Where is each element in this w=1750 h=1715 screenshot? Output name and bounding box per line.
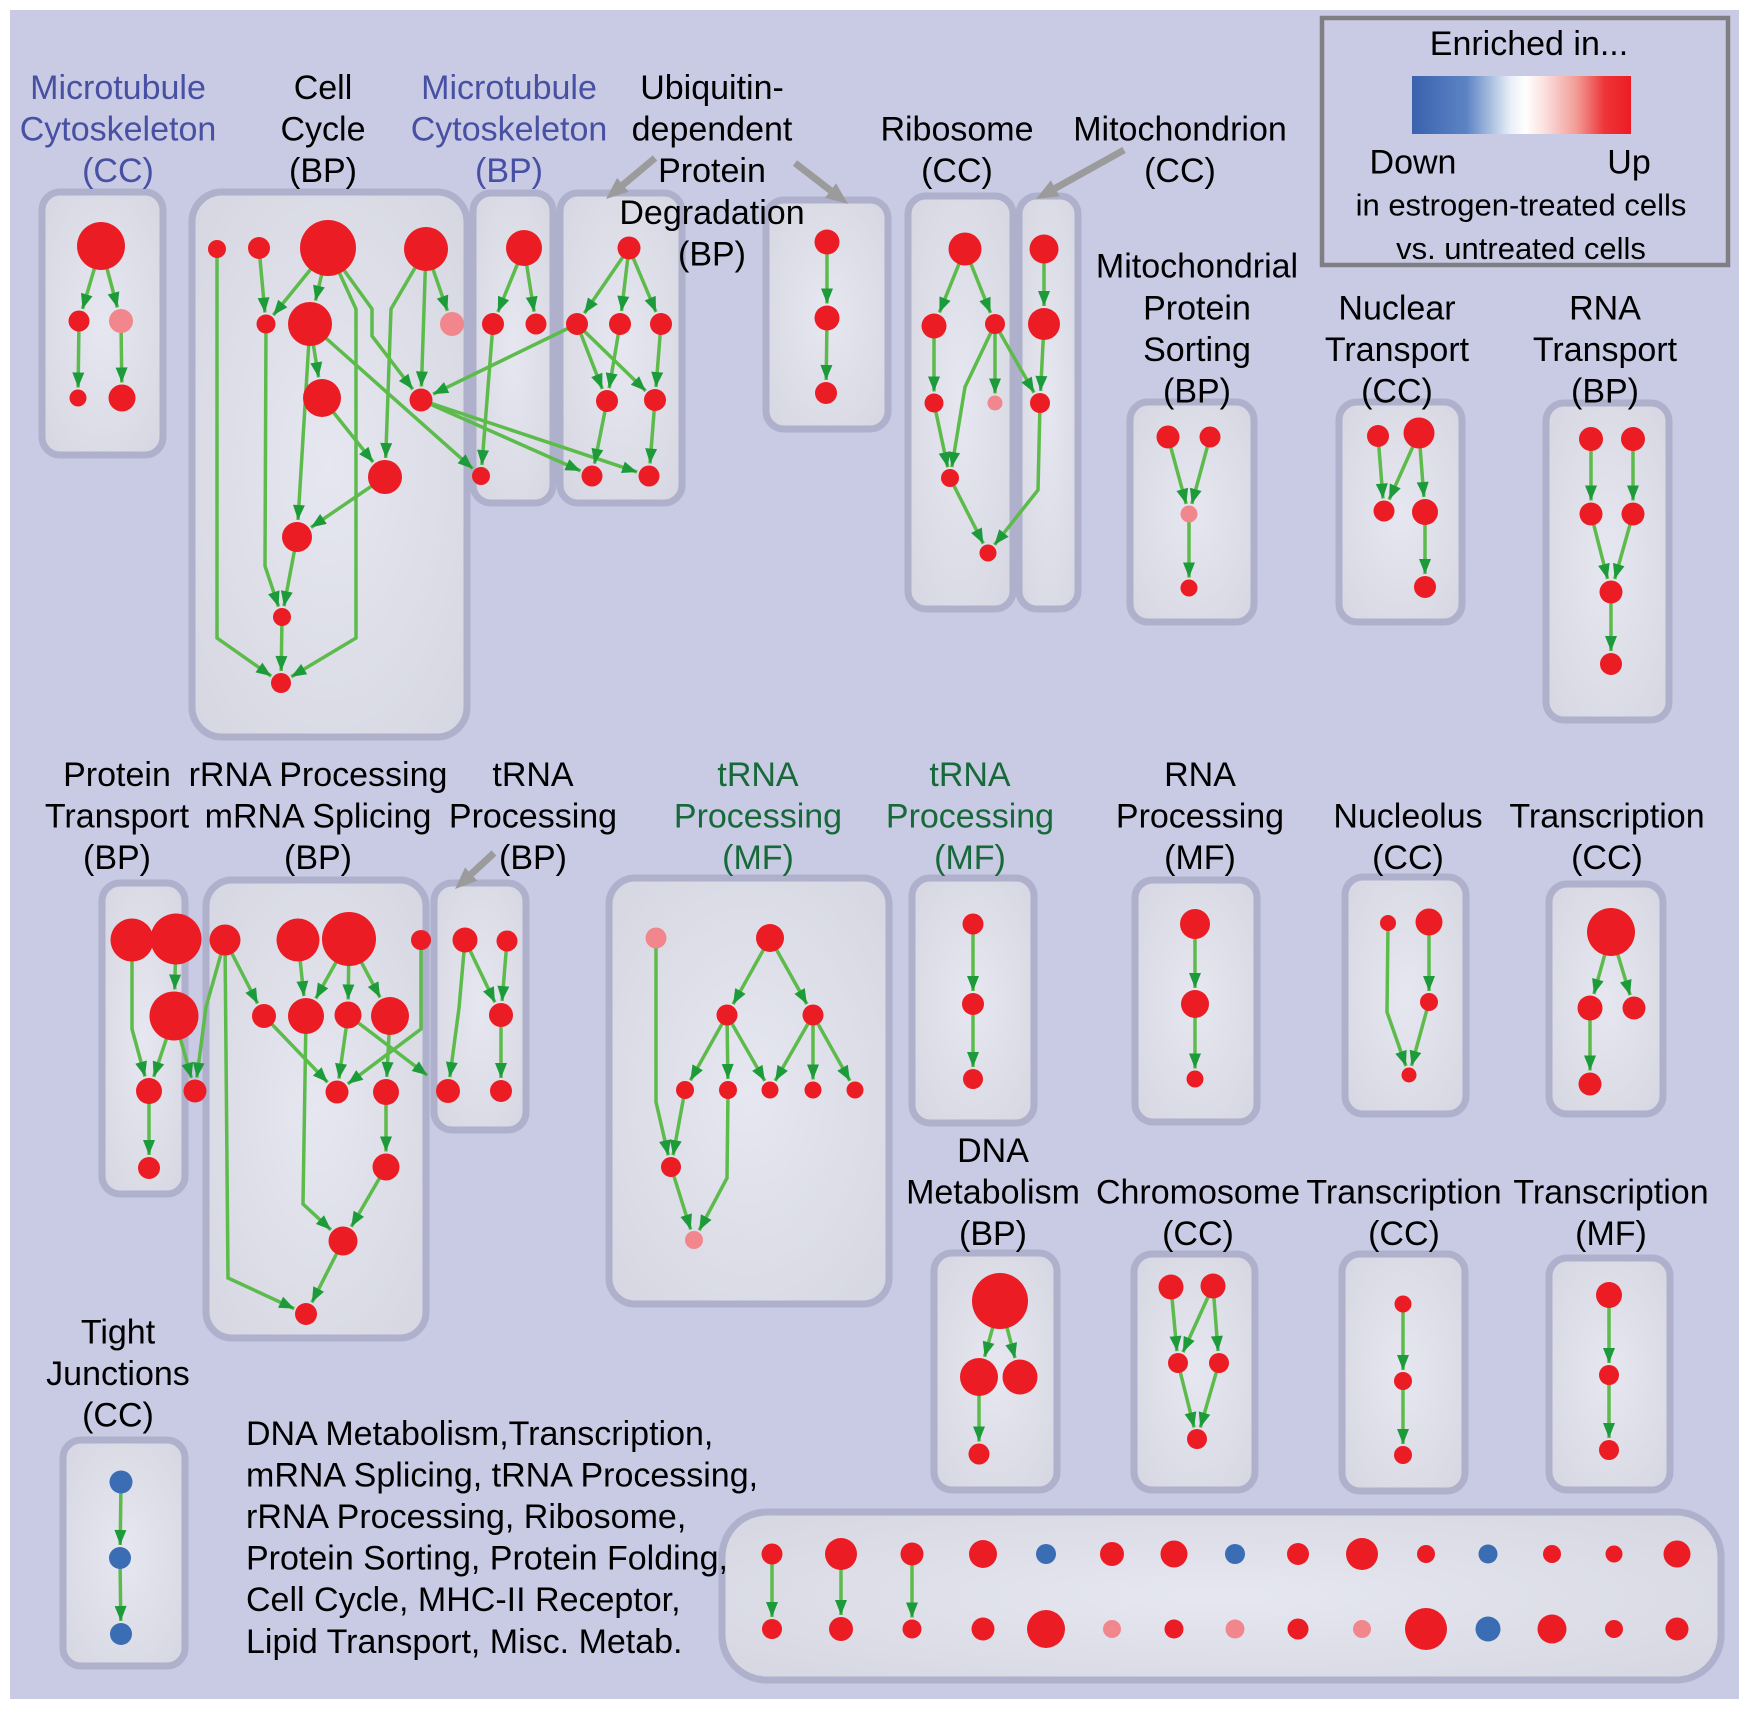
svg-text:(MF): (MF) [1575,1215,1647,1253]
svg-text:(CC): (CC) [1571,839,1643,877]
svg-text:tRNA: tRNA [492,756,574,794]
svg-text:Protein: Protein [658,152,766,190]
svg-text:(BP): (BP) [83,839,151,877]
svg-text:Microtubule: Microtubule [30,69,206,107]
svg-text:Processing: Processing [886,798,1054,836]
svg-text:Nucleolus: Nucleolus [1333,798,1482,836]
svg-text:(CC): (CC) [1372,839,1444,877]
svg-text:Cytoskeleton: Cytoskeleton [20,111,217,149]
svg-text:RNA: RNA [1569,289,1641,327]
svg-text:Protein: Protein [1143,289,1251,327]
svg-text:Transport: Transport [1533,331,1678,369]
svg-text:Chromosome: Chromosome [1096,1174,1300,1212]
svg-text:Ubiquitin-: Ubiquitin- [640,69,784,107]
svg-text:Nuclear: Nuclear [1338,289,1455,327]
svg-text:(CC): (CC) [82,152,154,190]
svg-text:(CC): (CC) [82,1397,154,1435]
svg-text:(MF): (MF) [722,839,794,877]
svg-text:Enriched in...: Enriched in... [1430,25,1628,63]
svg-text:Cell Cycle, MHC-II Receptor,: Cell Cycle, MHC-II Receptor, [246,1581,681,1619]
svg-text:Down: Down [1370,143,1457,181]
svg-text:Transcription: Transcription [1306,1174,1501,1212]
svg-text:Transcription: Transcription [1513,1174,1708,1212]
svg-text:Sorting: Sorting [1143,331,1251,369]
svg-text:Tight: Tight [81,1313,156,1351]
svg-text:Junctions: Junctions [46,1355,190,1393]
svg-text:(BP): (BP) [678,235,746,273]
svg-text:(MF): (MF) [1164,839,1236,877]
svg-text:Cytoskeleton: Cytoskeleton [411,111,608,149]
svg-text:Transport: Transport [1325,331,1470,369]
svg-text:DNA: DNA [957,1132,1029,1170]
svg-text:(BP): (BP) [289,152,357,190]
svg-text:Cycle: Cycle [280,111,365,149]
svg-text:Metabolism: Metabolism [906,1174,1080,1212]
svg-text:Protein: Protein [63,756,171,794]
svg-text:(BP): (BP) [284,839,352,877]
svg-text:dependent: dependent [632,111,793,149]
svg-text:(CC): (CC) [921,152,993,190]
svg-text:Cell: Cell [294,69,353,107]
svg-text:Mitochondrial: Mitochondrial [1096,248,1298,286]
svg-text:rRNA Processing, Ribosome,: rRNA Processing, Ribosome, [246,1498,686,1536]
svg-text:(BP): (BP) [959,1215,1027,1253]
svg-text:(BP): (BP) [499,839,567,877]
svg-text:Degradation: Degradation [619,194,804,232]
svg-text:Processing: Processing [674,798,842,836]
svg-text:vs. untreated cells: vs. untreated cells [1396,231,1646,266]
svg-text:mRNA Splicing: mRNA Splicing [205,798,432,836]
svg-text:(BP): (BP) [1163,373,1231,411]
svg-text:RNA: RNA [1164,756,1236,794]
svg-text:mRNA Splicing, tRNA Processing: mRNA Splicing, tRNA Processing, [246,1456,758,1494]
svg-text:Mitochondrion: Mitochondrion [1073,111,1287,149]
svg-text:(CC): (CC) [1368,1215,1440,1253]
svg-text:Processing: Processing [449,798,617,836]
svg-text:Lipid Transport, Misc. Metab.: Lipid Transport, Misc. Metab. [246,1623,683,1661]
svg-text:Up: Up [1607,143,1650,181]
svg-text:(BP): (BP) [1571,373,1639,411]
svg-text:(BP): (BP) [475,152,543,190]
svg-text:(CC): (CC) [1162,1215,1234,1253]
svg-text:Transcription: Transcription [1509,798,1704,836]
svg-text:rRNA Processing: rRNA Processing [189,756,448,794]
svg-text:tRNA: tRNA [717,756,799,794]
svg-text:tRNA: tRNA [929,756,1011,794]
svg-text:Ribosome: Ribosome [880,111,1033,149]
svg-text:DNA Metabolism,Transcription,: DNA Metabolism,Transcription, [246,1415,713,1453]
svg-text:(MF): (MF) [934,839,1006,877]
svg-text:(CC): (CC) [1361,373,1433,411]
svg-text:Microtubule: Microtubule [421,69,597,107]
svg-text:Transport: Transport [45,798,190,836]
svg-text:(CC): (CC) [1144,152,1216,190]
svg-text:Processing: Processing [1116,798,1284,836]
svg-text:Protein Sorting, Protein Foldi: Protein Sorting, Protein Folding, [246,1540,728,1578]
svg-text:in estrogen-treated cells: in estrogen-treated cells [1356,188,1687,223]
